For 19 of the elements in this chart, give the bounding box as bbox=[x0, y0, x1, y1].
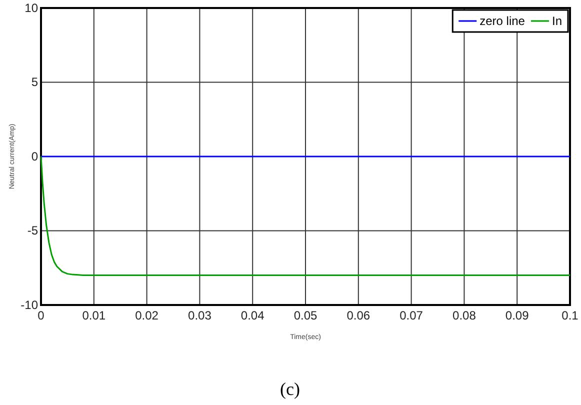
x-tick-label: 0.05 bbox=[294, 308, 318, 323]
x-tick-label: 0.09 bbox=[505, 308, 530, 323]
legend-label: In bbox=[552, 14, 562, 28]
y-tick-label: 0 bbox=[31, 149, 38, 164]
line-series bbox=[40, 156, 571, 276]
x-tick-label: 0.06 bbox=[346, 308, 370, 323]
x-tick-label: 0.07 bbox=[400, 308, 424, 323]
x-tick-label: 0.03 bbox=[188, 308, 212, 323]
y-tick-label: 10 bbox=[24, 0, 38, 15]
x-tick-label: 0.1 bbox=[562, 308, 579, 323]
x-tick-label: 0.04 bbox=[240, 308, 265, 323]
x-tick-label: 0.01 bbox=[82, 308, 106, 323]
y-tick-label: -5 bbox=[27, 224, 38, 238]
y-tick-label: -10 bbox=[20, 298, 38, 312]
y-tick-label: 5 bbox=[31, 75, 38, 90]
x-tick-label: 0.08 bbox=[452, 308, 476, 323]
x-tick-label: 0.02 bbox=[135, 308, 159, 323]
legend-label: zero line bbox=[480, 14, 526, 28]
text: (c) bbox=[280, 379, 300, 399]
